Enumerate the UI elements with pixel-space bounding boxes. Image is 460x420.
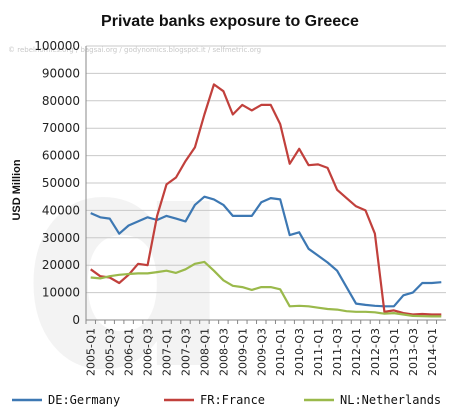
x-tick-label: 2011-Q1 [312, 328, 325, 376]
legend-label: NL:Netherlands [340, 393, 441, 407]
series-line-nl-netherlands [90, 260, 442, 318]
series-line-fr-france [90, 83, 442, 316]
series-lines [90, 83, 442, 318]
chart-title: Private banks exposure to Greece [101, 13, 359, 30]
y-tick-label: 60000 [42, 149, 80, 163]
x-tick-label: 2012-Q1 [350, 328, 363, 376]
y-tick-label: 50000 [42, 176, 80, 190]
y-tick-label: 80000 [42, 94, 80, 108]
x-tick-label: 2010-Q3 [293, 328, 306, 376]
x-tick-label: 2006-Q1 [123, 328, 136, 376]
y-tick-label: 40000 [42, 203, 80, 217]
background-watermark-logo: ɑ [20, 87, 235, 420]
x-tick-label: 2014-Q1 [426, 328, 439, 376]
y-tick-label: 20000 [42, 258, 80, 272]
y-tick-label: 30000 [42, 231, 80, 245]
x-tick-label: 2005-Q3 [104, 328, 117, 376]
x-tick-label: 2009-Q3 [255, 328, 268, 376]
y-tick-label: 100000 [34, 39, 80, 53]
x-tick-label: 2007-Q3 [179, 328, 192, 376]
y-tick-label: 70000 [42, 121, 80, 135]
y-tick-label: 0 [72, 313, 80, 327]
y-tick-label: 10000 [42, 286, 80, 300]
x-tick-label: 2008-Q1 [198, 328, 211, 376]
x-tick-label: 2012-Q3 [369, 328, 382, 376]
x-tick-label: 2013-Q1 [388, 328, 401, 376]
x-tick-label: 2011-Q3 [331, 328, 344, 376]
x-tick-label: 2005-Q1 [85, 328, 98, 376]
x-tick-labels: 2005-Q1 2005-Q3 2006-Q1 2006-Q3 2007-Q1 2007-… [85, 328, 439, 376]
x-tick-label: 2013-Q3 [407, 328, 420, 376]
legend-label: DE:Germany [48, 393, 120, 407]
x-tick-label: 2009-Q1 [236, 328, 249, 376]
x-tick-label: 2008-Q3 [217, 328, 230, 376]
x-tick-label: 2007-Q1 [161, 328, 174, 376]
y-tick-labels: 0 10000 20000 30000 40000 50000 60000 70000 8000… [34, 39, 80, 327]
y-tick-label: 90000 [42, 66, 80, 80]
watermark-credits: © rebelnomics.org / bagsai.org / godynom… [8, 46, 261, 54]
legend-label: FR:France [200, 393, 265, 407]
y-axis-label: USD Million [11, 159, 23, 220]
x-tick-label: 2006-Q3 [142, 328, 155, 376]
legend: DE:Germany FR:France NL:Netherlands [12, 393, 441, 407]
x-tick-label: 2010-Q1 [274, 328, 287, 376]
svg-text:ɑ: ɑ [20, 87, 235, 420]
axes [85, 46, 446, 324]
